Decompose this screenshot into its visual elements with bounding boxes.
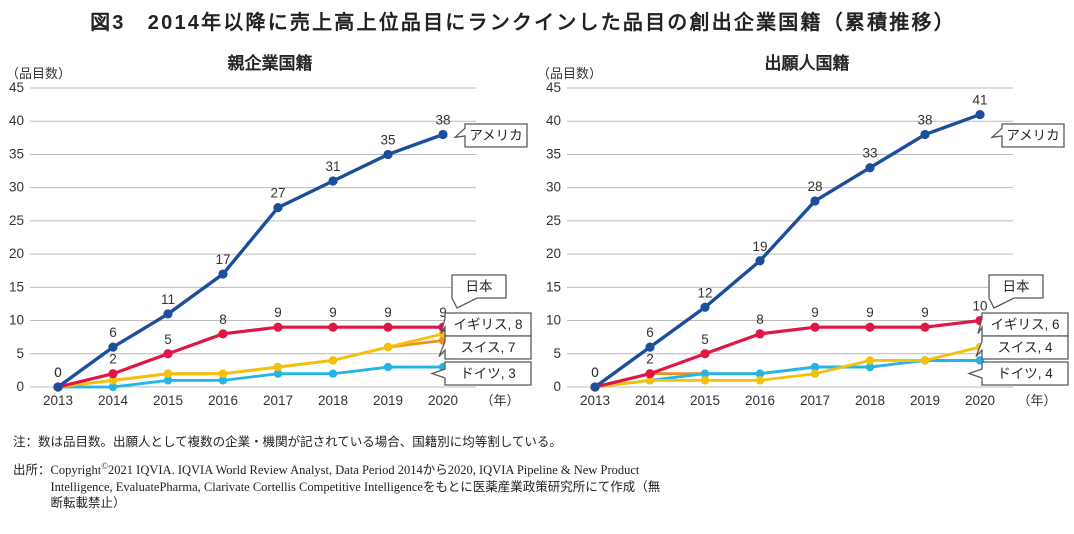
svg-text:0: 0 bbox=[553, 379, 561, 394]
svg-text:2016: 2016 bbox=[745, 393, 775, 408]
svg-text:2020: 2020 bbox=[428, 393, 458, 408]
svg-text:スイス, 7: スイス, 7 bbox=[460, 340, 515, 355]
svg-text:30: 30 bbox=[9, 180, 24, 195]
svg-text:アメリカ: アメリカ bbox=[469, 128, 522, 143]
svg-text:31: 31 bbox=[325, 159, 340, 174]
svg-text:2018: 2018 bbox=[318, 393, 348, 408]
svg-text:2017: 2017 bbox=[800, 393, 830, 408]
svg-text:35: 35 bbox=[380, 132, 395, 147]
svg-text:20: 20 bbox=[9, 246, 24, 261]
svg-text:5: 5 bbox=[16, 346, 24, 361]
svg-text:45: 45 bbox=[9, 80, 24, 95]
svg-text:（年）: （年） bbox=[480, 393, 519, 408]
svg-text:2014: 2014 bbox=[635, 393, 666, 408]
svg-text:5: 5 bbox=[701, 332, 709, 347]
svg-text:40: 40 bbox=[9, 113, 24, 128]
svg-text:2013: 2013 bbox=[43, 393, 73, 408]
svg-text:（年）: （年） bbox=[1017, 393, 1056, 408]
svg-text:15: 15 bbox=[546, 279, 561, 294]
svg-text:ドイツ, 4: ドイツ, 4 bbox=[997, 366, 1053, 381]
svg-text:0: 0 bbox=[16, 379, 24, 394]
svg-text:イギリス, 6: イギリス, 6 bbox=[990, 317, 1059, 332]
svg-text:11: 11 bbox=[161, 292, 175, 307]
svg-text:2014: 2014 bbox=[98, 393, 129, 408]
svg-text:8: 8 bbox=[756, 312, 764, 327]
svg-text:45: 45 bbox=[546, 80, 561, 95]
svg-text:25: 25 bbox=[546, 213, 561, 228]
svg-text:日本: 日本 bbox=[466, 279, 493, 294]
svg-text:2019: 2019 bbox=[373, 393, 403, 408]
svg-text:30: 30 bbox=[546, 180, 561, 195]
svg-text:2017: 2017 bbox=[263, 393, 293, 408]
svg-text:2015: 2015 bbox=[153, 393, 183, 408]
svg-text:10: 10 bbox=[546, 313, 561, 328]
svg-text:9: 9 bbox=[866, 305, 874, 320]
svg-text:0: 0 bbox=[54, 365, 62, 380]
svg-text:5: 5 bbox=[164, 332, 172, 347]
svg-text:6: 6 bbox=[646, 325, 654, 340]
svg-text:9: 9 bbox=[274, 305, 282, 320]
svg-text:9: 9 bbox=[384, 305, 392, 320]
svg-text:38: 38 bbox=[435, 113, 450, 128]
svg-text:2013: 2013 bbox=[580, 393, 610, 408]
svg-text:2: 2 bbox=[109, 352, 117, 367]
svg-text:15: 15 bbox=[9, 279, 24, 294]
svg-text:25: 25 bbox=[9, 213, 24, 228]
svg-text:9: 9 bbox=[329, 305, 337, 320]
svg-text:12: 12 bbox=[697, 285, 712, 300]
svg-text:2020: 2020 bbox=[965, 393, 995, 408]
svg-text:19: 19 bbox=[752, 239, 767, 254]
svg-text:8: 8 bbox=[219, 312, 227, 327]
svg-text:9: 9 bbox=[921, 305, 929, 320]
svg-text:ドイツ, 3: ドイツ, 3 bbox=[460, 366, 516, 381]
svg-text:6: 6 bbox=[109, 325, 117, 340]
svg-text:2: 2 bbox=[646, 352, 654, 367]
svg-text:10: 10 bbox=[9, 313, 24, 328]
svg-text:27: 27 bbox=[270, 186, 285, 201]
svg-text:スイス, 4: スイス, 4 bbox=[997, 340, 1053, 355]
svg-text:33: 33 bbox=[862, 146, 877, 161]
svg-text:イギリス, 8: イギリス, 8 bbox=[453, 317, 522, 332]
svg-text:2015: 2015 bbox=[690, 393, 720, 408]
svg-text:10: 10 bbox=[972, 299, 987, 314]
svg-text:9: 9 bbox=[811, 305, 819, 320]
svg-text:日本: 日本 bbox=[1003, 279, 1031, 294]
svg-text:38: 38 bbox=[917, 113, 932, 128]
svg-text:20: 20 bbox=[546, 246, 561, 261]
svg-text:40: 40 bbox=[546, 113, 561, 128]
svg-text:35: 35 bbox=[9, 146, 24, 161]
svg-text:2019: 2019 bbox=[910, 393, 940, 408]
svg-text:0: 0 bbox=[591, 365, 599, 380]
svg-text:アメリカ: アメリカ bbox=[1006, 128, 1059, 143]
svg-text:28: 28 bbox=[807, 179, 822, 194]
svg-text:5: 5 bbox=[553, 346, 561, 361]
svg-text:2018: 2018 bbox=[855, 393, 885, 408]
svg-text:35: 35 bbox=[546, 146, 561, 161]
svg-text:2016: 2016 bbox=[208, 393, 238, 408]
svg-text:17: 17 bbox=[215, 252, 230, 267]
svg-text:41: 41 bbox=[972, 93, 987, 108]
